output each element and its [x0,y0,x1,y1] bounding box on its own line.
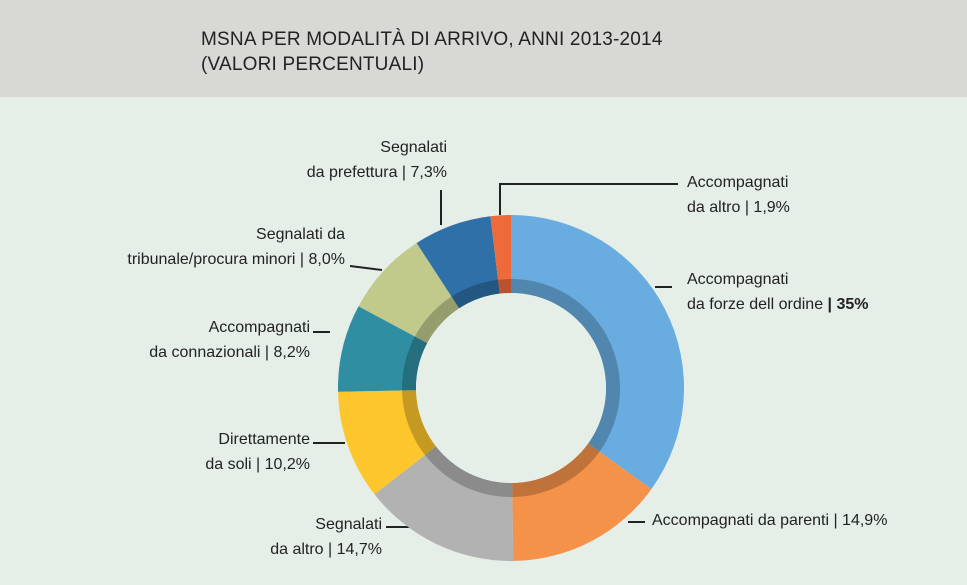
category-label: Accompagnati da forze dell ordine [687,271,824,313]
donut-slice [511,215,685,490]
category-label: Accompagnati da parenti [652,512,829,529]
category-label: Direttamente da soli [205,431,310,473]
donut-slice [512,443,652,561]
slice-label: Accompagnati da forze dell ordine35% [687,267,869,317]
donut-slice [338,306,428,392]
category-label: Segnalati da prefettura [306,139,447,181]
value-label: 7,3% [397,164,447,181]
value-label: 14,7% [324,541,382,558]
value-label: 10,2% [252,456,310,473]
value-label: 8,0% [295,251,345,268]
value-label: 8,2% [260,344,310,361]
chart-title: MSNA PER MODALITÀ DI ARRIVO, ANNI 2013-2… [201,29,663,50]
donut-hole [416,293,606,483]
category-label: Segnalati da altro [270,516,382,558]
slice-label: Direttamente da soli10,2% [205,427,310,477]
value-label: 1,9% [740,199,790,216]
category-label: Accompagnati da altro [687,174,789,216]
donut-slice [374,446,514,561]
slice-label: Accompagnati da altro1,9% [687,170,790,220]
donut-slice [338,390,437,495]
leaders [313,183,678,528]
leader-line [499,183,678,215]
donut-slice [490,215,511,294]
category-label: Accompagnati da connazionali [149,319,310,361]
leader-line [349,265,383,271]
category-label: Segnalati da tribunale/procura minori [127,226,345,268]
donut-slice [358,242,460,344]
inner-shadow-ring [402,279,620,497]
donut-slice [416,216,500,309]
slice-label: Accompagnati da parenti14,9% [652,508,887,533]
slice-label: Segnalati da prefettura7,3% [307,135,447,185]
slice-label: Segnalati da tribunale/procura minori8,0… [127,222,345,272]
slice-label: Accompagnati da connazionali8,2% [149,315,310,365]
value-label: 35% [823,296,868,313]
chart-subtitle: (VALORI PERCENTUALI) [201,54,425,75]
slice-label: Segnalati da altro14,7% [270,512,382,562]
header: MSNA PER MODALITÀ DI ARRIVO, ANNI 2013-2… [0,0,967,97]
value-label: 14,9% [829,512,887,529]
